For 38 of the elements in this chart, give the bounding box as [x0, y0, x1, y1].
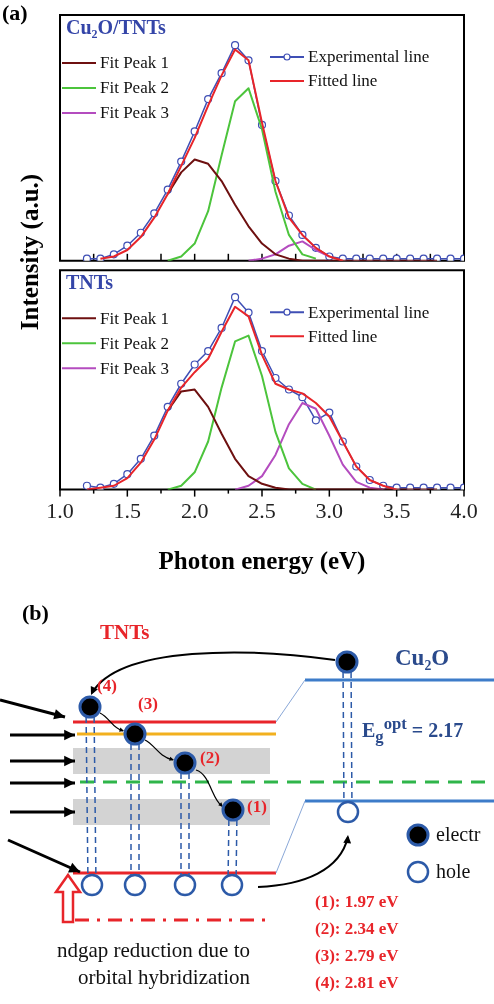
text: (3) — [138, 694, 158, 715]
legend-label: Fitted line — [308, 326, 378, 346]
legend-label: Fit Peak 3 — [100, 103, 169, 123]
x-tick-label: 1.5 — [113, 497, 142, 523]
legend-label: Fit Peak 3 — [100, 358, 169, 378]
legend-label: Experimental line — [308, 302, 430, 322]
x-tick-label: 1.0 — [46, 497, 74, 523]
legend-label: Fit Peak 2 — [100, 78, 169, 98]
text: (b) — [22, 600, 49, 627]
legend-label: Fit Peak 2 — [100, 333, 169, 353]
x-tick-label: 3.5 — [382, 497, 411, 523]
text: hole — [436, 859, 471, 883]
chart-title: TNTs — [66, 271, 114, 294]
text: E$_{g}$$^{opt}$ = 2.17 — [362, 714, 464, 747]
y-axis-title: Intensity (a.u.) — [16, 173, 44, 331]
text: (4): 2.81 eV — [315, 973, 399, 994]
text: (1): 1.97 eV — [315, 892, 399, 913]
text: electr — [436, 822, 481, 846]
text: orbital hybridization — [76, 965, 250, 991]
x-tick-label: 2.0 — [180, 497, 209, 523]
text: ndgap reduction due to — [55, 938, 250, 964]
legend-label: Fit Peak 1 — [100, 53, 169, 73]
text: Cu₂O — [395, 644, 450, 672]
text: (2): 2.34 eV — [315, 919, 399, 940]
x-tick-label: 3.0 — [315, 497, 344, 523]
text: (a) — [2, 0, 28, 26]
text: (2) — [200, 748, 220, 769]
text: (1) — [247, 797, 267, 818]
x-axis-title: Photon energy (eV) — [158, 547, 366, 576]
legend-label: Fitted line — [308, 71, 378, 91]
legend-label: Experimental line — [308, 47, 430, 67]
text: TNTs — [100, 620, 150, 646]
legend-label: Fit Peak 1 — [100, 308, 169, 328]
text: (4) — [97, 676, 117, 697]
x-tick-label: 2.5 — [248, 497, 276, 523]
chart-title: Cu₂O/TNTs — [66, 16, 166, 39]
x-tick-label: 4.0 — [450, 497, 478, 523]
text: (3): 2.79 eV — [315, 946, 399, 967]
